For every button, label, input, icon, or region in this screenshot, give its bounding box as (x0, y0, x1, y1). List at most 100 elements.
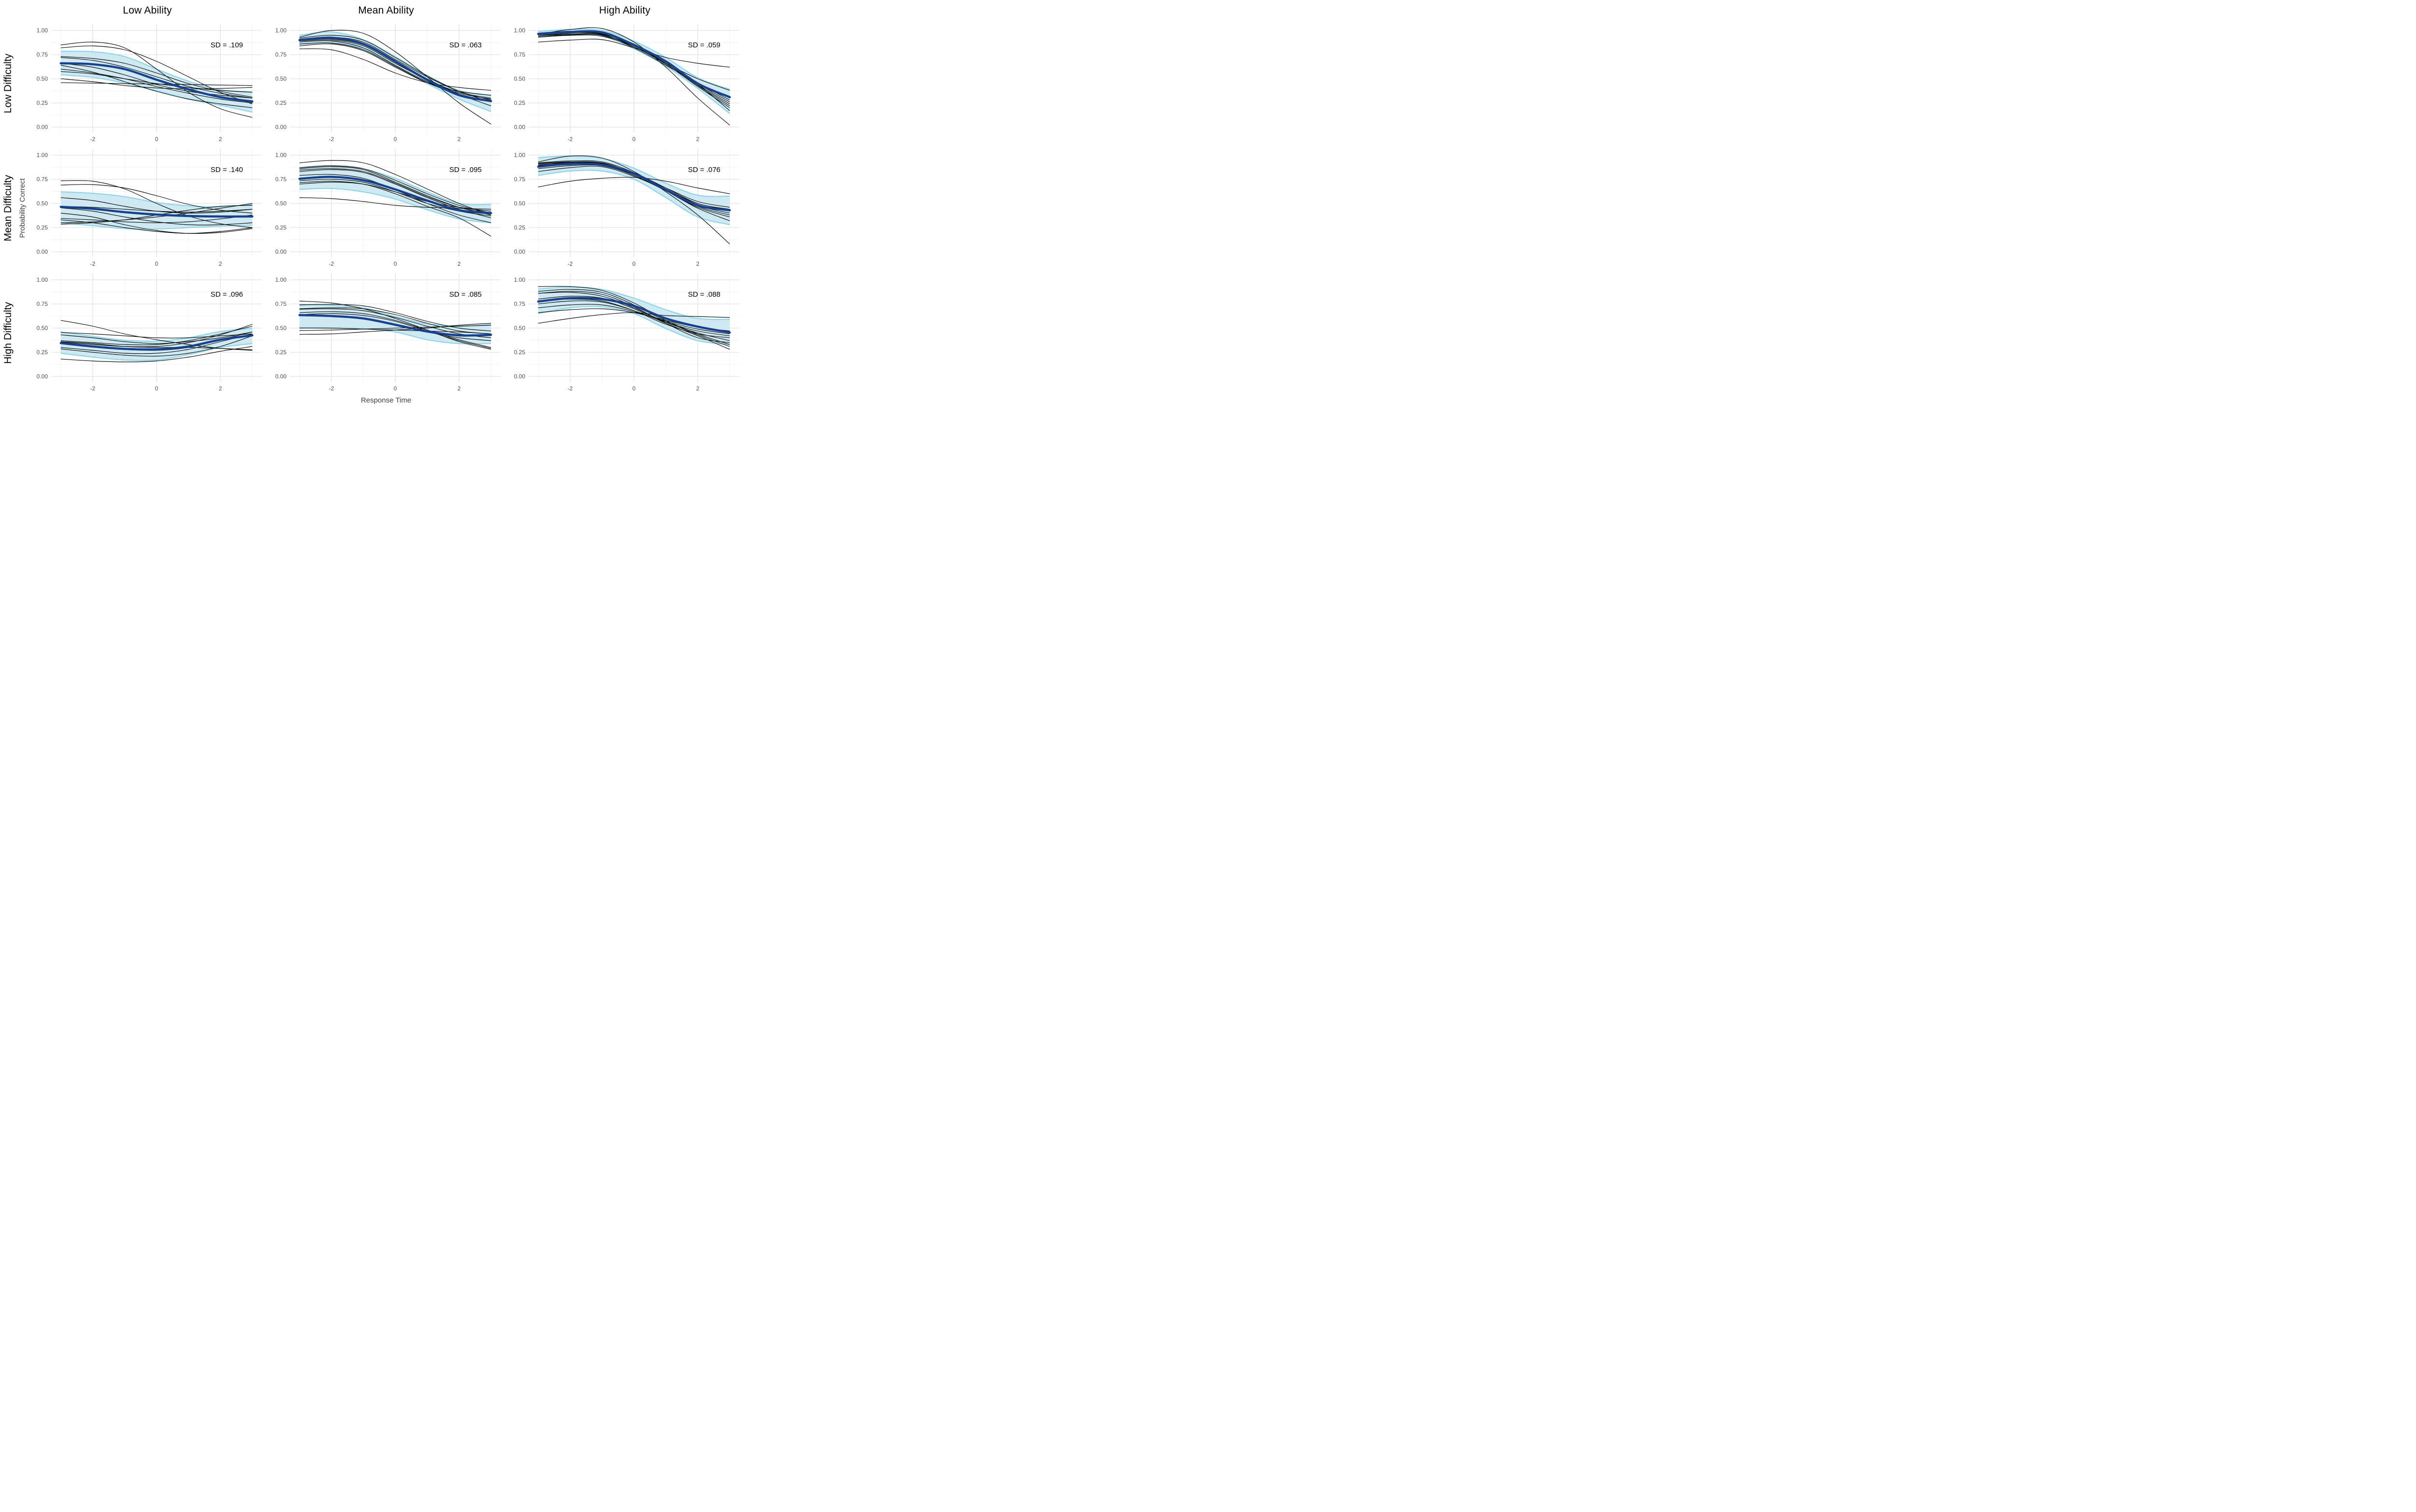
column-title-row: Low Ability Mean Ability High Ability (0, 0, 744, 21)
individual-curve (538, 155, 730, 245)
mean-curve (537, 30, 731, 99)
y-tick-label: 0.25 (514, 349, 526, 356)
individual-curve (60, 215, 253, 223)
y-tick-label: 0.25 (514, 100, 526, 106)
individual-curve (60, 65, 253, 108)
y-tick-label: 0.25 (37, 349, 48, 356)
individual-curve (299, 181, 491, 237)
y-tick-label: 0.50 (514, 200, 526, 207)
individual-curve (538, 300, 730, 336)
individual-curve (299, 182, 491, 212)
sd-annotation: SD = .059 (688, 41, 720, 49)
individual-curve (299, 304, 491, 331)
x-tick-label: 2 (458, 385, 461, 392)
faceted-probability-chart: Low Ability Mean Ability High Ability Lo… (0, 0, 744, 412)
y-tick-label: 1.00 (514, 152, 526, 158)
x-tick-label: -2 (329, 136, 334, 143)
band-edge-lower (538, 170, 730, 226)
x-tick-label: 2 (696, 385, 700, 392)
y-tick-label: 0.00 (275, 248, 287, 255)
y-tick-label: 0.75 (275, 176, 287, 183)
x-tick-label: 0 (394, 385, 397, 392)
band-edge-upper (299, 31, 491, 97)
mean-curve (537, 162, 731, 212)
individual-curve (60, 63, 253, 99)
individual-curve (60, 57, 253, 99)
mean-curve (59, 62, 254, 103)
x-tick-label: -2 (329, 385, 334, 392)
individual-curve (60, 333, 253, 354)
individual-curve (538, 292, 730, 341)
y-tick-label: 0.50 (514, 325, 526, 331)
panel-chart: SD = .076 0.00 0.25 0.50 0.75 1.00 -2 0 2 (514, 149, 739, 267)
y-tick-label: 1.00 (37, 27, 48, 34)
individual-curve (60, 346, 253, 362)
individual-curve (60, 180, 253, 228)
individual-curve (299, 301, 491, 350)
mean-curve (537, 297, 731, 334)
x-tick-label: 2 (219, 385, 222, 392)
panel-low-difficulty-mean-ability: SD = .063 0.00 0.25 0.50 0.75 1.00 -2 0 2 (267, 21, 505, 146)
y-tick-label: 1.00 (37, 152, 48, 158)
individual-curve (60, 335, 253, 357)
y-tick-label: 0.50 (275, 200, 287, 207)
panel-mean-difficulty-mean-ability: SD = .095 0.00 0.25 0.50 0.75 1.00 -2 0 2 (267, 146, 505, 271)
panel-chart: SD = .096 0.00 0.25 0.50 0.75 1.00 -2 0 2 (37, 274, 262, 392)
band-edge-lower (60, 222, 253, 230)
x-tick-label: 0 (155, 385, 158, 392)
y-tick-label: 0.25 (275, 100, 287, 106)
y-tick-label: 1.00 (514, 276, 526, 283)
individual-curve (538, 177, 730, 194)
individual-curve (60, 206, 253, 213)
y-tick-label: 1.00 (514, 27, 526, 34)
row-title-low-difficulty: Low Difficulty (2, 54, 14, 114)
column-title-mean-ability: Mean Ability (358, 5, 414, 16)
y-tick-label: 0.50 (37, 75, 48, 82)
y-tick-label: 0.50 (514, 75, 526, 82)
sd-annotation: SD = .085 (449, 290, 482, 299)
sd-annotation: SD = .096 (211, 290, 243, 299)
mean-curve (59, 205, 254, 218)
mean-curve (59, 334, 254, 351)
band-edge-upper (60, 327, 253, 342)
x-tick-label: -2 (568, 136, 573, 143)
individual-curve (538, 304, 730, 334)
individual-curve (299, 40, 491, 100)
x-axis-title-row: Response Time (0, 395, 744, 412)
individual-curve (299, 313, 491, 349)
panel-chart: SD = .095 0.00 0.25 0.50 0.75 1.00 -2 0 2 (275, 149, 501, 267)
individual-curve (60, 42, 253, 118)
panel-chart: SD = .140 0.00 0.25 0.50 0.75 1.00 -2 0 2 (37, 149, 262, 267)
y-tick-label: 0.50 (37, 200, 48, 207)
individual-curve (299, 48, 491, 91)
panel-chart: SD = .109 0.00 0.25 0.50 0.75 1.00 -2 0 2 (37, 24, 262, 143)
individual-curve (538, 27, 730, 126)
individual-curve (60, 324, 253, 347)
individual-curve (299, 165, 491, 214)
individual-curve (60, 326, 253, 346)
individual-curve (60, 184, 253, 214)
corner-spacer (0, 395, 28, 412)
y-tick-label: 0.00 (37, 124, 48, 130)
band-edge-upper (60, 191, 253, 208)
individual-curve (60, 82, 253, 86)
x-axis-title: Response Time (360, 396, 412, 404)
panel-high-difficulty-mean-ability: SD = .085 0.00 0.25 0.50 0.75 1.00 -2 0 2 (267, 271, 505, 395)
individual-curve (299, 197, 491, 210)
x-tick-label: 2 (696, 260, 700, 267)
panel-high-difficulty-high-ability: SD = .088 0.00 0.25 0.50 0.75 1.00 -2 0 2 (505, 271, 744, 395)
y-tick-label: 0.00 (514, 248, 526, 255)
y-tick-label: 0.50 (37, 325, 48, 331)
individual-curve (538, 164, 730, 221)
individual-curve (60, 341, 253, 350)
chart-body: Low Difficulty Mean Difficulty High Diff… (0, 21, 744, 395)
y-tick-label: 0.50 (275, 75, 287, 82)
panel-mean-difficulty-low-ability: SD = .140 0.00 0.25 0.50 0.75 1.00 -2 0 2 (28, 146, 267, 271)
individual-curve (60, 78, 253, 89)
x-tick-label: -2 (568, 385, 573, 392)
band-edge-lower (60, 74, 253, 113)
band-edge-lower (60, 343, 253, 361)
band-edge-lower (299, 187, 491, 224)
y-tick-label: 0.75 (37, 176, 48, 183)
confidence-band (538, 287, 730, 345)
